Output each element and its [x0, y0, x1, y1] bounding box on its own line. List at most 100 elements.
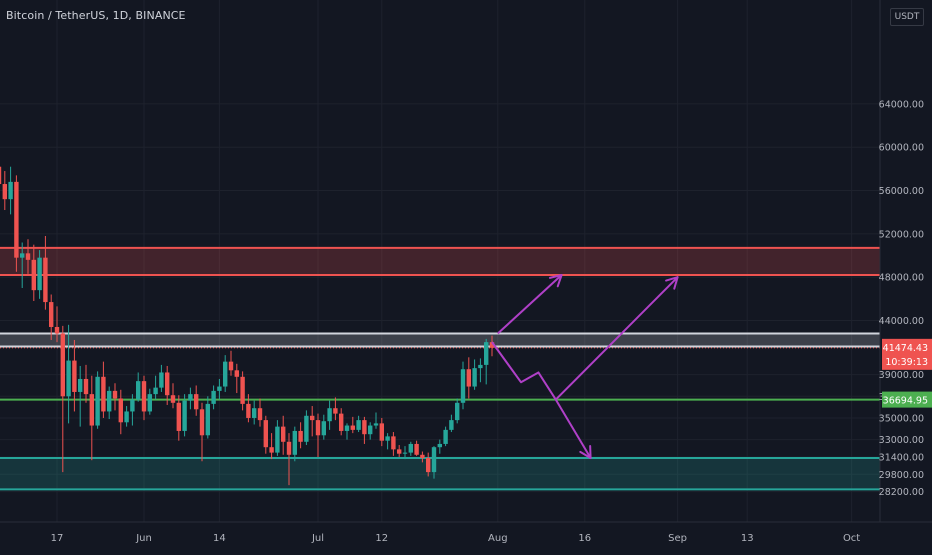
candle-body [374, 423, 378, 425]
candle [304, 410, 308, 445]
candle-body [362, 420, 366, 434]
candle [397, 445, 401, 457]
candle [293, 427, 297, 462]
candle [229, 351, 233, 376]
candle-body [49, 302, 53, 327]
candle-body [356, 420, 360, 430]
x-tick-label: 17 [51, 533, 64, 544]
x-tick-label: 16 [578, 533, 591, 544]
candle-body [461, 369, 465, 403]
candle-body [61, 333, 65, 396]
candles [0, 152, 494, 486]
x-tick-label: 13 [741, 533, 754, 544]
candle-body [32, 260, 36, 290]
candle [95, 371, 99, 428]
candle-body [252, 408, 256, 418]
candle [136, 372, 140, 401]
candle [374, 413, 378, 429]
candle-body [310, 416, 314, 420]
zone-fill [0, 458, 880, 489]
candle [14, 175, 18, 271]
candle-body [37, 258, 41, 290]
x-tick-label: Sep [668, 533, 687, 544]
candle-body [194, 394, 198, 409]
candle-body [235, 370, 239, 376]
candle [264, 416, 268, 454]
candle-body [66, 361, 70, 397]
candle [385, 433, 389, 449]
candle-body [177, 403, 181, 431]
candle [478, 358, 482, 382]
y-tick-label: 28200.00 [879, 487, 924, 498]
candle-body [339, 414, 343, 431]
x-tick-label: Aug [488, 533, 508, 544]
candle [101, 362, 105, 418]
zone [0, 333, 880, 346]
candle [438, 440, 442, 454]
candle-body [316, 420, 320, 435]
zone-fill [0, 333, 880, 346]
y-tick-label: 60000.00 [879, 143, 924, 154]
candle [188, 388, 192, 410]
candle [316, 414, 320, 457]
x-tick-label: Jun [135, 533, 152, 544]
candle [281, 416, 285, 455]
candle-body [8, 182, 12, 199]
candle-body [327, 408, 331, 421]
candle [391, 432, 395, 456]
candle [72, 340, 76, 411]
symbol-title: Bitcoin / TetherUS, 1D, BINANCE [6, 9, 186, 22]
candle [177, 395, 181, 440]
candle [484, 339, 488, 384]
candle-body [182, 401, 186, 431]
candle-body [409, 444, 413, 453]
candle [368, 422, 372, 439]
candle [8, 167, 12, 215]
candle-body [269, 447, 273, 452]
candle [148, 389, 152, 415]
candle [90, 376, 94, 460]
candle [327, 401, 331, 430]
candle-body [136, 381, 140, 399]
candle-body [467, 369, 471, 386]
candle-body [188, 394, 192, 400]
y-tick-label: 33000.00 [879, 435, 924, 446]
currency-button[interactable]: USDT [890, 8, 924, 26]
candle-body [298, 431, 302, 442]
candle [194, 385, 198, 415]
y-tick-label: 44000.00 [879, 316, 924, 327]
candle-body [95, 377, 99, 426]
candle-body [3, 184, 7, 199]
zone [0, 248, 880, 275]
candle-body [397, 449, 401, 453]
candle-body [403, 453, 407, 454]
candle-body [322, 421, 326, 435]
candle-body [414, 444, 418, 455]
candle-body [101, 377, 105, 412]
y-tick-label: 39000.00 [879, 370, 924, 381]
candle [159, 365, 163, 392]
candle [275, 420, 279, 456]
candle [467, 357, 471, 398]
candle [142, 376, 146, 420]
candle-body [287, 442, 291, 455]
candle [339, 408, 343, 435]
candle-body [107, 391, 111, 412]
candle [223, 355, 227, 392]
y-tick-label: 29800.00 [879, 470, 924, 481]
candle-body [14, 182, 18, 258]
y-tick-label: 48000.00 [879, 273, 924, 284]
candle-body [0, 167, 1, 184]
candle-body [333, 408, 337, 413]
candle [414, 441, 418, 456]
candle-body [420, 455, 424, 458]
candle-body [55, 327, 59, 333]
candle [455, 398, 459, 423]
candle [211, 385, 215, 409]
current-price-label: 41474.43 [883, 343, 928, 354]
candle-body [443, 430, 447, 444]
candle-body [165, 372, 169, 395]
candle-body [72, 361, 76, 392]
